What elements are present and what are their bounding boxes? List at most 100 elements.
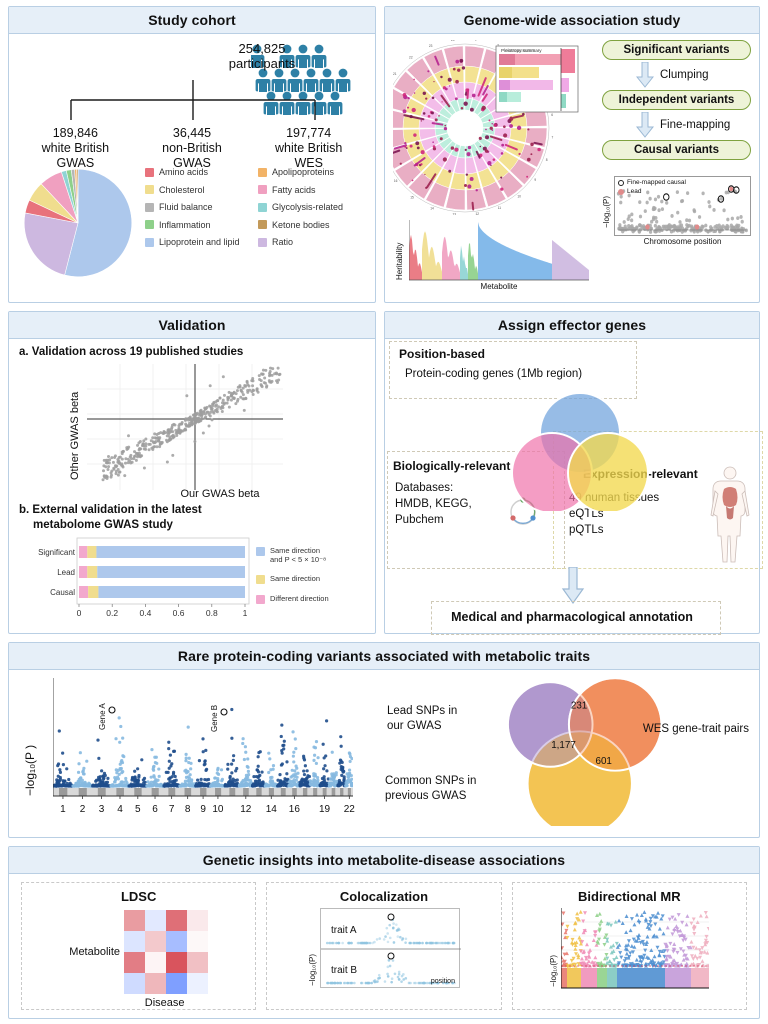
svg-text:12: 12 <box>475 212 479 215</box>
pleiotropy-inset-title: Pleiotropy summary <box>501 48 542 53</box>
svg-text:6: 6 <box>551 113 553 117</box>
venn-label-wes: WES gene-trait pairs <box>642 723 749 736</box>
legend-item: Ketone bodies <box>258 220 367 230</box>
chromosome-tick-labels: 1 2 3 4 5 6 7 8 9 10 12 14 16 19 22 <box>53 804 355 818</box>
heritability-area <box>409 220 589 281</box>
rare-variants-body: −log₁₀(P ) Gene A Gene B 1 2 3 4 5 6 7 8 9 10 12 14 <box>9 670 759 838</box>
chromosome-tick-label: 19 <box>318 804 331 816</box>
svg-text:2: 2 <box>497 43 499 47</box>
chromosome-tick-label: 22 <box>343 804 355 816</box>
branch-line1: non-British <box>162 140 222 155</box>
legend-item: Lead <box>618 188 686 197</box>
gene-a-label: Gene A <box>98 703 107 730</box>
biologically-relevant-line2: HMDB, KEGG, <box>395 498 472 510</box>
mr-plot-row: −log₁₀(P) <box>549 908 712 990</box>
legend-item: Same direction and P < 5 × 10⁻⁸ <box>256 546 367 564</box>
effector-body: Position-based Protein-coding genes (1Mb… <box>385 339 763 635</box>
panel-title-gwas: Genome-wide association study <box>385 7 759 34</box>
svg-text:8: 8 <box>546 158 548 162</box>
heritability-chart: Heritability Metabolite <box>393 218 598 296</box>
expression-line3: pQTLs <box>569 524 604 536</box>
svg-text:0.2: 0.2 <box>106 608 118 618</box>
flow-significant-variants[interactable]: Significant variants <box>602 40 751 60</box>
down-arrow-icon <box>636 112 654 138</box>
legend-swatch <box>256 547 265 557</box>
legend-swatch <box>256 575 265 585</box>
legend-item: Ratio <box>258 237 367 247</box>
stacked-bars-svg: Significant Lead Causal 0 0.2 0.4 0.6 0.8 1 <box>38 537 250 618</box>
panel-genetic-insights: Genetic insights into metabolite-disease… <box>8 846 760 1020</box>
panel-rare-variants: Rare protein-coding variants associated … <box>8 642 760 839</box>
legend-swatch <box>145 167 154 177</box>
svg-text:1: 1 <box>243 608 248 618</box>
mr-manhattan <box>559 908 712 989</box>
ldsc-title: LDSC <box>120 889 157 905</box>
coloc-trait-a-label: trait A <box>330 925 357 937</box>
gwas-body: 123456789101112131415161718192021222324 <box>376 34 759 302</box>
flow-independent-variants[interactable]: Independent variants <box>602 90 751 110</box>
legend-label: Inflammation <box>159 219 211 230</box>
down-arrow-icon <box>561 567 585 605</box>
legend-label: Glycolysis-related <box>272 202 344 212</box>
panel-title-genetic-insights: Genetic insights into metabolite-disease… <box>9 847 759 875</box>
annotation-output-title: Medical and pharmacological annotation <box>451 610 693 624</box>
chromosome-tick-label: 4 <box>117 804 123 816</box>
legend-label: Apolipoproteins <box>272 167 335 177</box>
legend-item: Fatty acids <box>258 185 367 195</box>
manhattan-chart: −log₁₀(P ) Gene A Gene B 1 2 3 4 5 6 7 8 9 10 12 14 <box>17 676 377 831</box>
flow-arrow-clumping: Clumping <box>602 60 751 90</box>
biologically-relevant-line1: Databases: <box>395 482 454 494</box>
chromosome-tick-label: 14 <box>265 804 277 816</box>
legend-swatch <box>258 237 267 247</box>
subpanel-ldsc: LDSC Metabolite Disease <box>21 882 257 1011</box>
open-circle-icon <box>618 180 624 187</box>
legend-swatch <box>145 202 154 212</box>
flow-causal-variants[interactable]: Causal variants <box>602 140 751 160</box>
gene-b-marker <box>220 708 228 716</box>
ldsc-xlabel: Disease <box>144 997 185 1010</box>
lead-dot-icon <box>618 189 624 196</box>
legend-label-wrap: Same direction and P < 5 × 10⁻⁸ <box>270 546 326 564</box>
locus-legend: Fine-mapped causal Lead <box>618 179 686 197</box>
legend-label: Cholesterol <box>159 184 205 195</box>
legend-label: Lipoprotein and lipid <box>159 237 240 247</box>
down-arrow-icon <box>636 62 654 88</box>
legend-swatch <box>145 185 154 194</box>
gene-a-marker <box>108 706 116 714</box>
pie-legend-col-left: Amino acids Cholesterol Fluid balance In… <box>145 167 254 247</box>
venn-label-common-line1: Common SNPs in <box>385 775 477 788</box>
chromosome-tick-label: 1 <box>60 804 66 816</box>
legend-label: Ratio <box>272 237 294 247</box>
locus-zoom-plot: −log₁₀(P) Fine-mapped causal Lead Chromo… <box>602 176 751 246</box>
chromosome-tick-label: 2 <box>79 804 86 816</box>
legend-label: Fine-mapped causal <box>627 179 686 186</box>
locus-plot-box: Fine-mapped causal Lead <box>614 176 751 236</box>
venn-label-lead-line1: Lead SNPs in <box>387 705 458 718</box>
venn-label-common: Common SNPs in previous GWAS <box>385 774 476 803</box>
chromosome-tick-label: 6 <box>152 804 158 816</box>
legend-item: Cholesterol <box>145 185 254 195</box>
annotation-output-box <box>431 601 721 635</box>
branch-line1: white British <box>274 140 343 155</box>
participants-label: participants <box>228 55 296 71</box>
legend-item: Different direction <box>256 594 367 605</box>
svg-text:0.4: 0.4 <box>139 608 151 618</box>
cohort-branch: 197,774 white British WES <box>250 126 367 170</box>
svg-text:0: 0 <box>77 608 82 618</box>
venn-label-common-line2: previous GWAS <box>385 789 467 802</box>
legend-item: Lipoprotein and lipid <box>145 237 254 247</box>
genetic-insights-body: LDSC Metabolite Disease Colocalization −… <box>9 874 759 1018</box>
position-based-text: Protein-coding genes (1Mb region) <box>405 368 583 380</box>
manhattan-points: Gene A Gene B <box>53 678 353 800</box>
svg-text:0.6: 0.6 <box>173 608 185 618</box>
panel-gwas: Genome-wide association study 1234567891… <box>376 6 760 303</box>
chromosome-tick-label: 5 <box>135 804 141 816</box>
legend-item: Inflammation <box>145 220 254 230</box>
chromosome-tick-label: 7 <box>168 804 175 816</box>
manhattan-ylabel: −log₁₀(P ) <box>23 745 37 797</box>
external-validation-bars: Significant Lead Causal 0 0.2 0.4 0.6 0.8 1 Sam… <box>17 536 367 627</box>
pie-legend-col-right: Apolipoproteins Fatty acids Glycolysis-r… <box>258 167 367 247</box>
metabolite-pie-chart <box>23 168 133 278</box>
gwas-right-column: Significant variants Clumping Independen… <box>598 40 751 296</box>
subpanel-bidirectional-mr: Bidirectional MR −log₁₀(P) <box>511 882 747 1011</box>
